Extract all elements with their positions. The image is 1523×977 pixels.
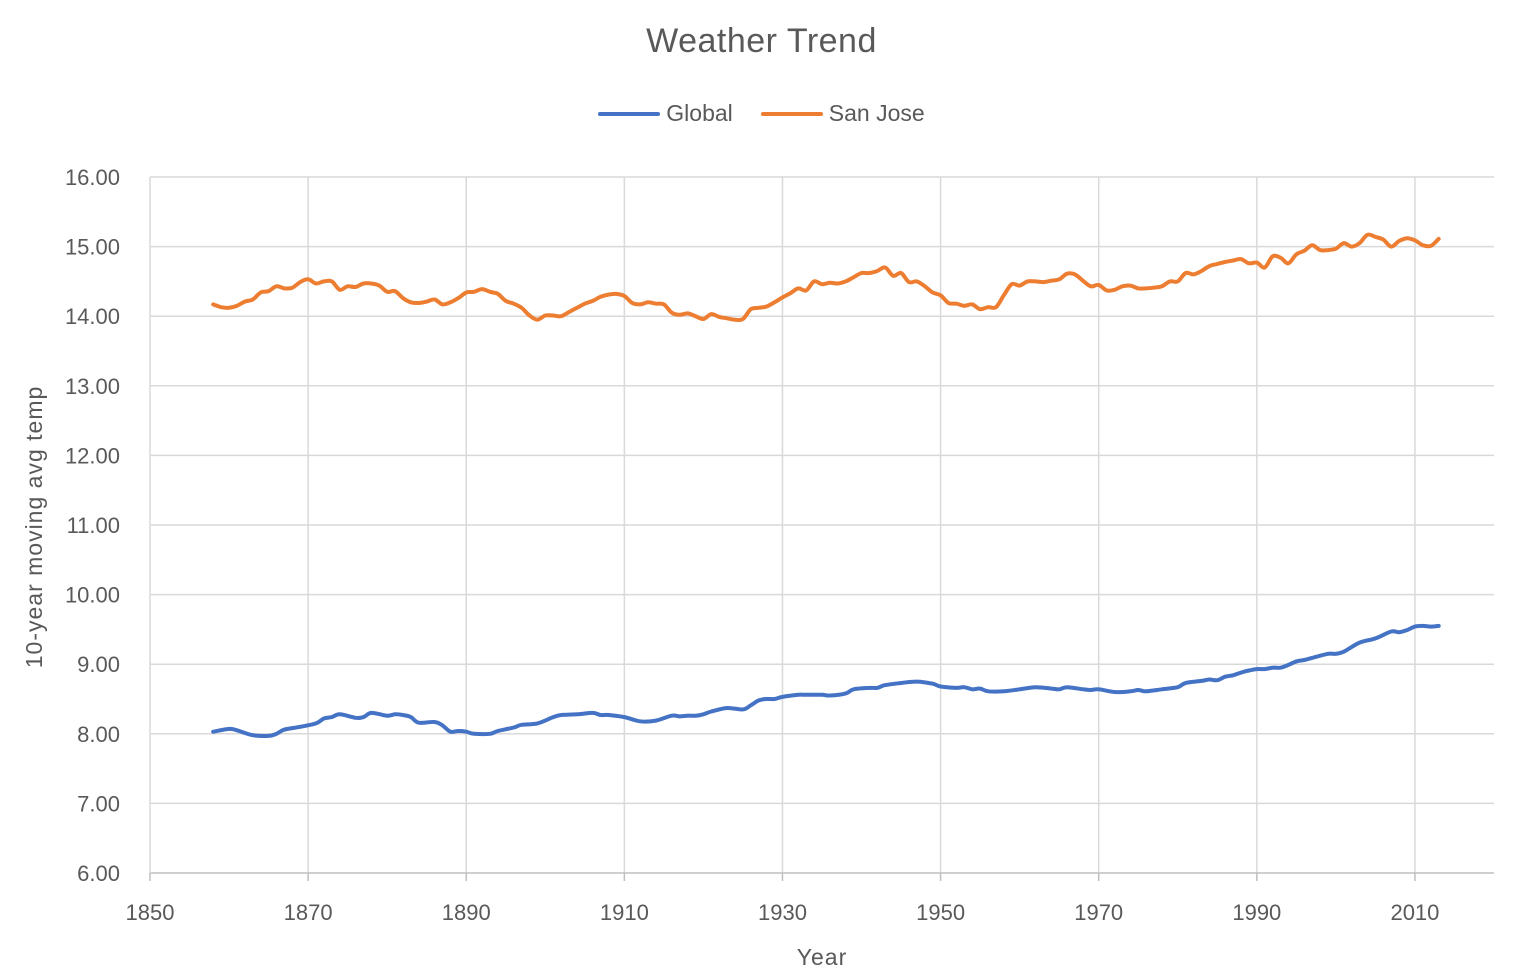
y-tick-label: 8.00 xyxy=(77,722,120,747)
x-tick-label: 2010 xyxy=(1390,900,1439,925)
legend-label-san-jose: San Jose xyxy=(828,100,925,126)
y-tick-label: 12.00 xyxy=(65,443,120,468)
y-tick-label: 10.00 xyxy=(65,583,120,608)
y-axis-title: 10-year moving avg temp xyxy=(21,386,47,669)
legend-label-global: Global xyxy=(666,100,733,126)
legend-entry-global: Global xyxy=(598,100,733,127)
y-tick-label: 13.00 xyxy=(65,374,120,399)
gridlines xyxy=(150,176,1494,873)
chart-title: Weather Trend xyxy=(646,22,877,60)
tick-labels: 6.00 7.00 8.00 9.00 10.00 11.00 12.00 13.00 14.0… xyxy=(65,165,1439,925)
series-lines xyxy=(211,232,1441,739)
legend-swatch-san-jose xyxy=(760,111,823,116)
series-line-global xyxy=(211,623,1441,739)
y-tick-label: 9.00 xyxy=(77,652,120,677)
x-tick-label: 1990 xyxy=(1232,900,1281,925)
y-tick-label: 11.00 xyxy=(67,513,120,538)
x-tick-label: 1890 xyxy=(442,900,491,925)
series-line-san-jose xyxy=(211,232,1441,323)
x-tick-label: 1950 xyxy=(916,900,965,925)
x-tick-label: 1850 xyxy=(126,900,175,925)
x-tick-label: 1970 xyxy=(1074,900,1123,925)
y-tick-label: 14.00 xyxy=(65,304,120,329)
x-axis-title: Year xyxy=(797,944,847,970)
chart-legend: Global San Jose xyxy=(0,100,1523,127)
y-tick-label: 15.00 xyxy=(65,235,120,260)
y-tick-label: 6.00 xyxy=(77,861,120,886)
legend-entry-san-jose: San Jose xyxy=(760,100,925,127)
x-tick-label: 1870 xyxy=(284,900,333,925)
x-tick-label: 1910 xyxy=(600,900,649,925)
y-tick-label: 16.00 xyxy=(65,165,120,190)
y-tick-label: 7.00 xyxy=(77,791,120,816)
x-tick-label: 1930 xyxy=(758,900,807,925)
legend-swatch-global xyxy=(598,111,661,116)
axes xyxy=(149,177,1494,881)
